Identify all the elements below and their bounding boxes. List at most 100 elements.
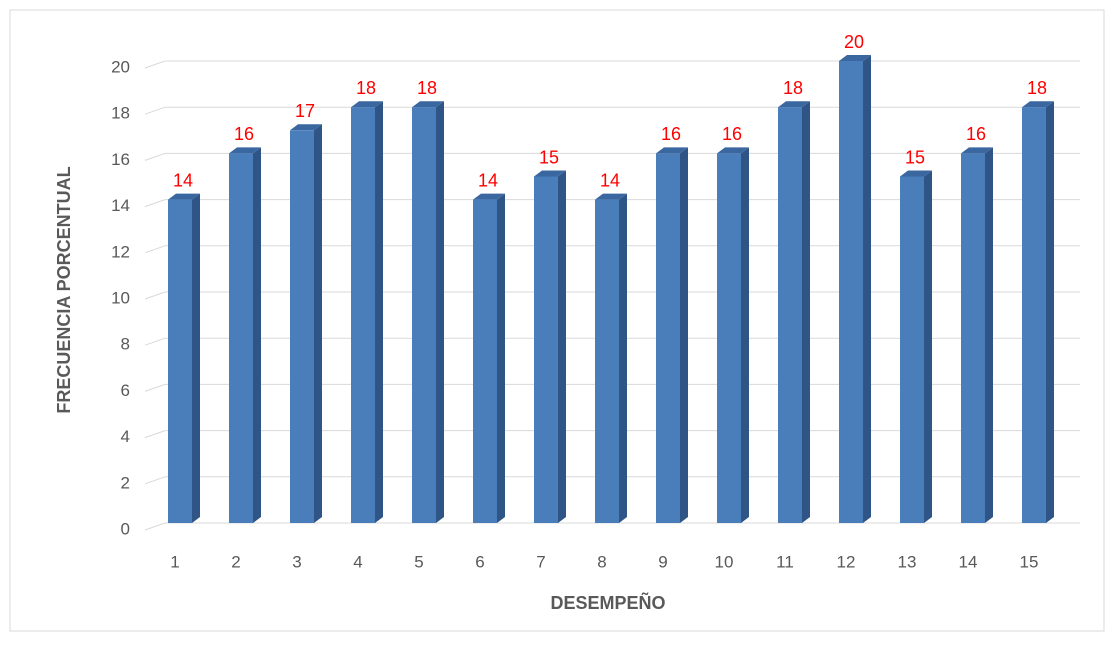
grid-line-side [144,245,166,254]
grid-line-side [144,383,166,392]
bar-top [412,101,444,108]
grid-line-side [144,522,166,531]
value-label: 18 [783,78,803,98]
x-tick-label: 6 [475,552,484,571]
grid-line-side [144,291,166,300]
value-label: 16 [234,124,254,144]
value-label: 18 [356,78,376,98]
value-label: 14 [478,170,498,190]
x-tick-label: 2 [231,552,240,571]
bar-side [192,193,200,523]
x-tick-label: 13 [898,552,917,571]
bar-side [253,147,261,523]
bar [412,107,436,523]
x-axis-title: DESEMPEÑO [550,592,665,613]
bar-side [375,101,383,523]
bar [961,153,985,523]
value-label: 20 [844,32,864,52]
bar-top [1022,101,1054,108]
grid-line-side [144,430,166,439]
value-label: 14 [173,170,193,190]
y-tick-label: 2 [121,473,130,492]
x-tick-label: 5 [414,552,423,571]
bar [534,176,558,523]
value-label: 15 [905,147,925,167]
bar-top [473,193,505,200]
bar-side [436,101,444,523]
grid-line-side [144,152,166,161]
x-tick-label: 3 [292,552,301,571]
bar [473,199,497,523]
value-label: 16 [661,124,681,144]
y-tick-label: 18 [111,104,130,123]
y-tick-label: 6 [121,381,130,400]
bar-side [1046,101,1054,523]
bar [656,153,680,523]
bar [1022,107,1046,523]
bar-top [290,124,322,131]
y-tick-label: 8 [121,335,130,354]
bar-top [717,147,749,154]
value-label: 16 [722,124,742,144]
bar-side [741,147,749,523]
grid-line-side [144,476,166,485]
x-tick-label: 7 [536,552,545,571]
bar [168,199,192,523]
bar-side [680,147,688,523]
value-label: 18 [1027,78,1047,98]
value-label: 18 [417,78,437,98]
x-tick-label: 14 [959,552,978,571]
y-axis-title: FRECUENCIA PORCENTUAL [54,166,74,413]
bar-top [961,147,993,154]
bar-top [656,147,688,154]
bar-side [802,101,810,523]
x-tick-label: 11 [776,552,794,571]
bar-side [863,55,871,523]
x-tick-label: 15 [1020,552,1039,571]
grid-line-side [144,199,166,208]
bar [717,153,741,523]
bar-side [924,170,932,523]
bar-top [168,193,200,200]
x-tick-label: 1 [170,552,179,571]
y-tick-label: 12 [111,242,130,261]
bar [351,107,375,523]
bar-top [595,193,627,200]
value-label: 14 [600,170,620,190]
x-tick-label: 9 [658,552,667,571]
y-tick-label: 20 [111,57,130,76]
bar-side [497,193,505,523]
bar-top [229,147,261,154]
value-label: 17 [295,101,315,121]
bar [839,61,863,523]
y-tick-label: 14 [111,196,130,215]
grid-line-side [144,106,166,115]
bar-side [985,147,993,523]
bar-top [900,170,932,177]
x-tick-label: 4 [353,552,362,571]
bar [778,107,802,523]
bar [229,153,253,523]
bar [595,199,619,523]
x-tick-label: 10 [715,552,734,571]
bar [290,130,314,524]
bar-side [558,170,566,523]
bar-side [314,124,322,524]
bar-top [351,101,383,108]
y-tick-label: 0 [121,519,130,538]
bar-top [778,101,810,108]
y-tick-label: 10 [111,288,130,307]
y-tick-label: 16 [111,150,130,169]
value-label: 16 [966,124,986,144]
bar-side [619,193,627,523]
bar [900,176,924,523]
value-label: 15 [539,147,559,167]
y-tick-label: 4 [121,427,130,446]
x-tick-label: 8 [597,552,606,571]
bar-top [534,170,566,177]
bar-top [839,55,871,61]
x-tick-label: 12 [837,552,856,571]
grid-line-side [144,60,166,69]
grid-line-side [144,337,166,346]
